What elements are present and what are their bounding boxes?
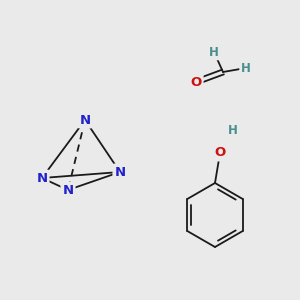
Text: H: H xyxy=(228,124,238,137)
Text: O: O xyxy=(190,76,202,88)
Text: H: H xyxy=(241,61,251,74)
Text: N: N xyxy=(80,113,91,127)
Text: N: N xyxy=(62,184,74,196)
Text: N: N xyxy=(36,172,48,184)
Text: O: O xyxy=(214,146,226,160)
Text: H: H xyxy=(209,46,219,59)
Text: N: N xyxy=(114,166,126,178)
